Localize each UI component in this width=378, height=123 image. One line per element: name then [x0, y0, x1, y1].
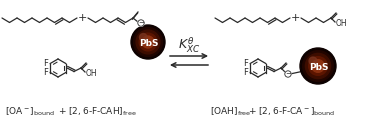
Circle shape: [300, 48, 336, 84]
Text: −: −: [138, 20, 144, 26]
Circle shape: [142, 36, 154, 48]
Text: OH: OH: [86, 69, 98, 77]
Text: OH: OH: [336, 18, 348, 28]
Circle shape: [139, 33, 147, 41]
Text: F: F: [43, 59, 48, 68]
Text: +: +: [290, 13, 300, 23]
Text: −: −: [285, 71, 291, 77]
Circle shape: [138, 20, 144, 26]
Circle shape: [305, 53, 331, 79]
Text: F: F: [243, 68, 248, 77]
Text: $+\ [\mathrm{2,6\text{-}F\text{-}CAH}]_{\mathrm{free}}$: $+\ [\mathrm{2,6\text{-}F\text{-}CAH}]_{…: [58, 106, 137, 118]
Circle shape: [139, 33, 157, 51]
Text: PbS: PbS: [139, 38, 159, 47]
Circle shape: [309, 57, 327, 75]
Text: PbS: PbS: [309, 62, 329, 71]
Circle shape: [303, 51, 333, 81]
Text: $[\mathrm{OAH}]_{\mathrm{free}}$: $[\mathrm{OAH}]_{\mathrm{free}}$: [210, 106, 251, 118]
Circle shape: [136, 30, 160, 54]
Circle shape: [133, 28, 163, 56]
Text: $+\ [\mathrm{2,6\text{-}F\text{-}CA}^-]_{\mathrm{bound}}$: $+\ [\mathrm{2,6\text{-}F\text{-}CA}^-]_…: [248, 106, 335, 118]
Text: F: F: [43, 68, 48, 77]
Text: $K^{\theta}_{XC}$: $K^{\theta}_{XC}$: [178, 35, 200, 55]
Text: F: F: [243, 59, 248, 68]
Text: +: +: [77, 13, 87, 23]
Circle shape: [285, 71, 291, 77]
Circle shape: [309, 57, 317, 65]
Circle shape: [131, 25, 165, 59]
Text: $[\mathrm{OA}^-]_{\mathrm{bound}}$: $[\mathrm{OA}^-]_{\mathrm{bound}}$: [5, 106, 55, 118]
Circle shape: [312, 60, 324, 72]
